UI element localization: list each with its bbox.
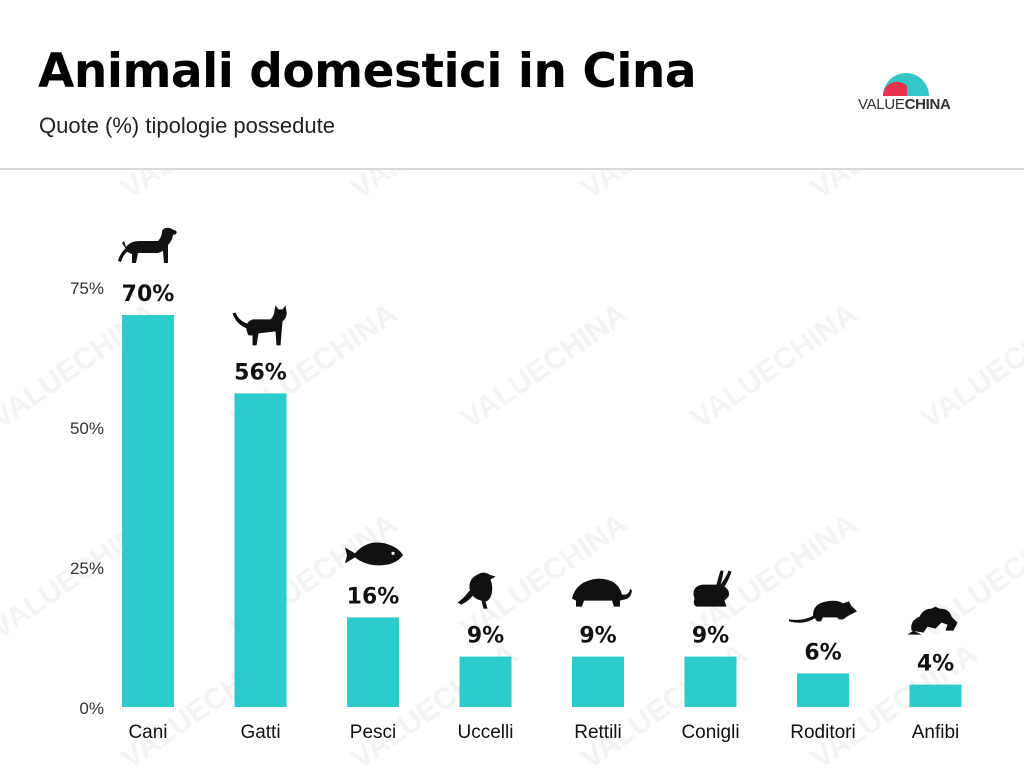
data-label-uccelli: 9% (467, 624, 504, 649)
bar-conigli (684, 656, 737, 707)
header-divider (0, 168, 1024, 170)
page-subtitle: Quote (%) tipologie possedute (39, 113, 335, 138)
x-tick-label-rettili: Rettili (574, 722, 622, 743)
y-tick-label: 75% (70, 279, 104, 298)
bars: 70% Cani 56% Gatti 16% Pesci 9% Uccelli 9% Rettil… (118, 227, 962, 743)
data-label-conigli: 9% (692, 624, 729, 649)
bar-cani (122, 315, 174, 707)
data-label-pesci: 16% (347, 584, 400, 609)
x-tick-label-cani: Cani (128, 722, 167, 743)
frog-icon (907, 606, 958, 635)
bar-rettili (572, 656, 624, 707)
data-label-gatti: 56% (234, 360, 287, 385)
turtle-icon (572, 578, 632, 607)
data-label-anfibi: 4% (917, 652, 954, 677)
x-tick-label-roditori: Roditori (790, 722, 855, 743)
mouse-icon (789, 600, 857, 623)
page-title: Animali domestici in Cina (38, 44, 697, 99)
bar-anfibi (909, 684, 962, 707)
logo-mark-icon (882, 73, 929, 96)
y-tick-label: 25% (70, 559, 104, 578)
fish-icon (345, 542, 403, 566)
bar-gatti (234, 393, 287, 707)
logo-text: VALUECHINA (858, 96, 951, 113)
bird-icon (457, 572, 496, 609)
cat-icon (232, 305, 287, 346)
x-tick-label-uccelli: Uccelli (458, 722, 514, 743)
x-tick-label-conigli: Conigli (681, 722, 739, 743)
value-china-logo: VALUECHINA (848, 60, 966, 116)
y-tick-label: 50% (70, 419, 104, 438)
y-axis: 0% 25% 50% 75% (70, 279, 104, 718)
bar-pesci (347, 617, 399, 707)
x-tick-label-gatti: Gatti (240, 722, 280, 743)
bar-roditori (797, 673, 849, 707)
logo-text-bold: CHINA (904, 96, 951, 113)
y-tick-label: 0% (79, 699, 104, 718)
bar-uccelli (459, 656, 512, 707)
data-label-cani: 70% (122, 282, 175, 307)
rabbit-icon (693, 570, 732, 607)
x-tick-label-anfibi: Anfibi (912, 722, 960, 743)
data-label-roditori: 6% (804, 640, 841, 665)
x-tick-label-pesci: Pesci (350, 722, 396, 743)
data-label-rettili: 9% (579, 624, 616, 649)
dog-icon (118, 227, 177, 263)
logo-text-light: VALUE (858, 96, 905, 113)
